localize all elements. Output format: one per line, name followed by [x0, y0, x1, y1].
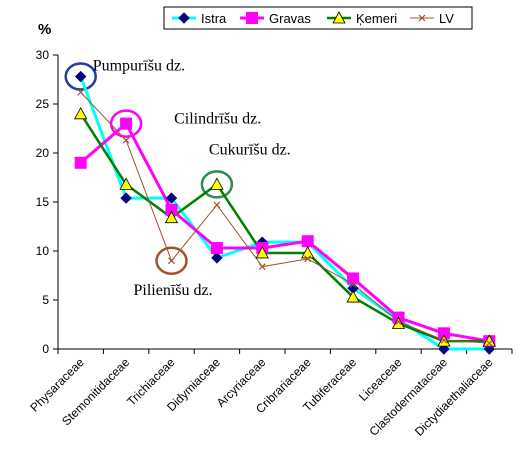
- annotation-labels: Pumpurīšu dz. Cilindrīšu dz. Cukurīšu dz. P…: [93, 58, 291, 299]
- annotation-circle: [109, 109, 143, 138]
- series-point-stroke: [168, 257, 175, 265]
- series-group: [74, 70, 496, 355]
- legend-box: [163, 6, 473, 30]
- series-point: [347, 272, 360, 285]
- series-point: [395, 318, 402, 325]
- y-tick-label: 20: [36, 146, 50, 160]
- y-tick-label: 10: [36, 244, 50, 258]
- annotation-circle: [155, 246, 188, 276]
- axes: [53, 54, 513, 354]
- annotation-label: Cilindrīšu dz.: [174, 111, 261, 128]
- series-point: [332, 11, 346, 24]
- legend-label: LV: [439, 11, 454, 26]
- legend: Istra Gravas Ķemeri LV: [163, 6, 473, 30]
- legend-label: Ķemeri: [356, 11, 397, 26]
- y-tick-label: 25: [36, 97, 50, 111]
- series-point-stroke: [418, 14, 426, 22]
- y-tick-label: 5: [42, 293, 49, 307]
- series-point: [210, 242, 223, 255]
- annotation-circle: [64, 62, 97, 91]
- legend-label: Istra: [201, 11, 227, 26]
- series-point: [301, 235, 314, 248]
- series-point: [74, 70, 87, 83]
- y-tick-labels: 0 5 10 15 20 25 30: [36, 48, 50, 356]
- y-axis-label: %: [38, 21, 51, 38]
- series-point: [120, 117, 133, 130]
- series-point: [168, 257, 175, 265]
- series-point: [485, 339, 493, 347]
- series-point: [210, 177, 224, 190]
- series-point: [77, 88, 85, 96]
- series-point: [122, 136, 130, 144]
- series-point-stroke: [349, 280, 357, 288]
- series-point-stroke: [213, 201, 221, 209]
- annotation-label: Cukurīšu dz.: [209, 141, 291, 158]
- series-point: [74, 156, 87, 169]
- series-point: [74, 106, 88, 120]
- series-point: [255, 246, 269, 259]
- series-point: [346, 290, 360, 303]
- series-point-stroke: [440, 336, 448, 344]
- y-tick-label: 0: [42, 342, 49, 356]
- series-point-stroke: [304, 255, 312, 263]
- series-point-stroke: [122, 136, 130, 144]
- series-point-stroke: [485, 339, 493, 347]
- series-point-stroke: [395, 318, 402, 325]
- series-point: [418, 14, 426, 22]
- series-point: [258, 263, 266, 271]
- annotation-label: Pumpurīšu dz.: [93, 58, 185, 75]
- series-point: [440, 336, 448, 344]
- series-point: [164, 210, 179, 224]
- series-point: [165, 192, 178, 204]
- x-tick-label: Clastodermataceae: [367, 355, 451, 439]
- series-point-stroke: [258, 263, 266, 271]
- annotation-circle: [200, 170, 234, 199]
- series-point: [391, 316, 406, 329]
- series-point: [119, 177, 133, 190]
- series-point: [213, 201, 221, 209]
- x-tick-label: Dictydiaethaliaceae: [412, 355, 496, 439]
- series-point-stroke: [77, 88, 85, 96]
- annotation-label: Pilienīšu dz.: [134, 282, 213, 299]
- series-point: [349, 280, 357, 288]
- series-line: [79, 121, 490, 343]
- series-point: [301, 246, 315, 259]
- series-point: [246, 12, 258, 24]
- annotation-circles: [64, 62, 234, 276]
- series-point: [120, 192, 132, 204]
- legend-label: Gravas: [269, 11, 311, 26]
- series-line: [80, 91, 490, 344]
- series-point: [304, 255, 312, 263]
- series-line: [79, 76, 490, 351]
- y-tick-label: 15: [36, 195, 50, 209]
- series-point: [211, 252, 223, 264]
- series-point: [178, 12, 190, 24]
- y-tick-label: 30: [36, 48, 50, 62]
- x-tick-labels: PhysaraceaeStemonitidaceaeTrichiaceaeDid…: [27, 355, 495, 439]
